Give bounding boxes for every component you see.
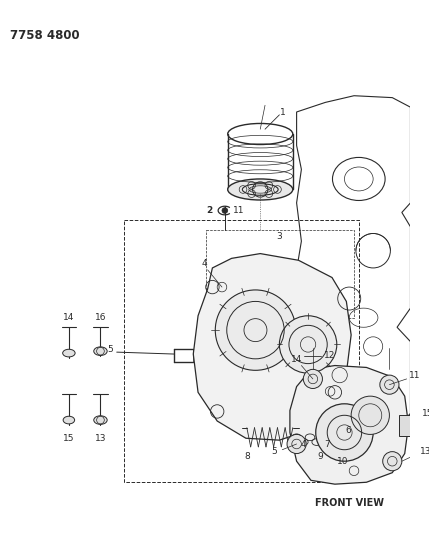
Text: 15: 15 — [422, 409, 429, 418]
Text: 8: 8 — [244, 452, 250, 461]
Text: 11: 11 — [408, 370, 420, 379]
Text: 5: 5 — [272, 447, 278, 456]
Ellipse shape — [94, 416, 107, 424]
Text: 5: 5 — [107, 345, 113, 354]
Bar — [206, 230, 354, 318]
Text: 4: 4 — [202, 259, 208, 268]
Ellipse shape — [63, 416, 75, 424]
Polygon shape — [290, 366, 408, 484]
Ellipse shape — [228, 179, 293, 200]
Text: 3: 3 — [277, 232, 282, 241]
Text: 9: 9 — [317, 452, 323, 461]
Text: 14: 14 — [63, 313, 75, 322]
Text: 7758 4800: 7758 4800 — [9, 29, 79, 42]
Text: 14: 14 — [291, 356, 302, 364]
Bar — [399, 415, 414, 437]
Text: 1: 1 — [280, 108, 286, 117]
Text: 12: 12 — [324, 351, 336, 360]
Circle shape — [303, 369, 323, 389]
Text: FRONT VIEW: FRONT VIEW — [315, 498, 384, 508]
Text: 7: 7 — [324, 440, 330, 449]
Text: 15: 15 — [63, 434, 75, 443]
Circle shape — [380, 375, 399, 394]
Circle shape — [279, 316, 337, 373]
Text: 11: 11 — [233, 206, 244, 215]
Text: 10: 10 — [337, 457, 348, 466]
Circle shape — [287, 434, 306, 454]
Text: 2: 2 — [206, 206, 213, 215]
Text: 6: 6 — [345, 426, 351, 435]
Circle shape — [222, 208, 228, 213]
Bar — [124, 220, 359, 482]
Circle shape — [351, 396, 390, 434]
Circle shape — [383, 451, 402, 471]
Ellipse shape — [63, 349, 75, 357]
Text: 13: 13 — [95, 434, 106, 443]
Ellipse shape — [94, 347, 107, 356]
Circle shape — [316, 404, 373, 461]
Circle shape — [215, 290, 296, 370]
Text: 13: 13 — [420, 447, 429, 456]
Text: 4: 4 — [300, 440, 306, 449]
Polygon shape — [193, 254, 351, 440]
Text: 16: 16 — [95, 313, 106, 322]
